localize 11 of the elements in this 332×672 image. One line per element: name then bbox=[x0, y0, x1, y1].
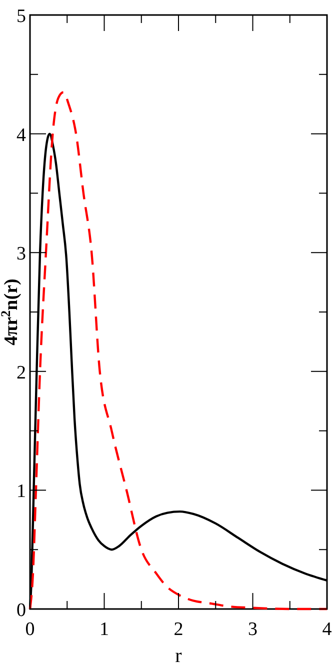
y-tick-label: 5 bbox=[16, 6, 26, 27]
x-axis-title: r bbox=[175, 645, 182, 667]
y-tick-label: 2 bbox=[16, 362, 26, 384]
y-tick-label: 0 bbox=[16, 600, 26, 621]
y-tick-label: 3 bbox=[16, 244, 26, 265]
y-tick-label: 4 bbox=[16, 124, 26, 146]
x-tick-label: 4 bbox=[322, 619, 332, 640]
x-tick-label: 2 bbox=[174, 619, 184, 640]
y-tick-label: 1 bbox=[16, 481, 26, 502]
x-tick-label: 3 bbox=[248, 619, 258, 640]
x-tick-label: 1 bbox=[100, 619, 109, 640]
